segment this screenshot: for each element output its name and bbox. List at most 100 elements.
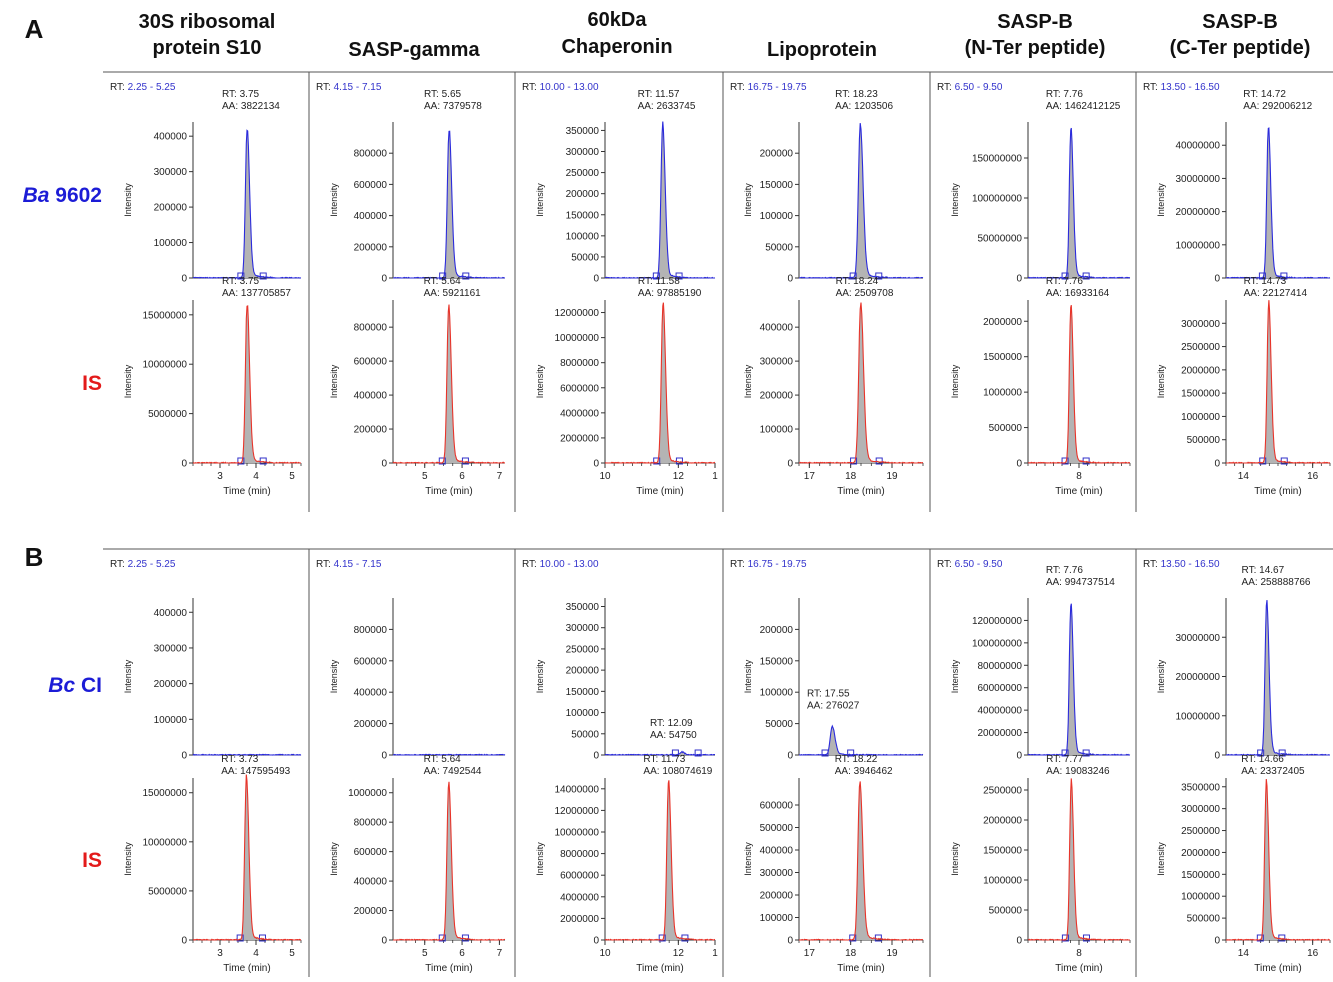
chromatogram-B-6-analyte: RT: 13.50 - 16.50 0 10000000 20000000 300000… [1143,559,1330,762]
y-axis-label: Intensity [1156,183,1166,217]
chromatogram-A-2-analyte: RT: 4.15 - 7.15 0 200000 400000 600000 800000… [316,82,505,285]
y-tick-label: 0 [787,936,793,947]
y-tick-label: 10000000 [143,360,188,371]
x-tick-label: 17 [804,471,816,482]
y-axis-label: Intensity [535,364,545,398]
y-tick-label: 10000000 [1176,240,1221,251]
peak-area [240,130,264,278]
peak-area [1262,128,1284,278]
trace-line [798,724,924,756]
x-tick-label: 18 [845,948,857,959]
peak-end-marker [1082,934,1090,942]
peak-aa-label: AA: 22127414 [1244,288,1308,299]
y-axis-label: Intensity [950,659,960,693]
y-axis-label: Intensity [1156,842,1166,876]
y-tick-label: 500000 [989,423,1023,434]
y-tick-label: 4000000 [560,408,599,419]
y-tick-label: 2500000 [983,786,1022,797]
y-axis-label: Intensity [123,183,133,217]
y-tick-label: 80000000 [978,661,1023,672]
y-axis-label: Intensity [1156,659,1166,693]
y-tick-label: 0 [181,459,187,470]
trace-line [1226,127,1331,279]
peak-aa-label: AA: 3946462 [835,766,893,777]
y-tick-label: 0 [1016,459,1022,470]
y-tick-label: 250000 [566,168,600,179]
peak-area [853,123,879,278]
rt-range-value: 10.00 - 13.00 [540,559,599,570]
peak-rt-label: RT: 17.55 [807,689,850,700]
peak-start-marker [1061,457,1069,465]
column-title-1-line-1: 30S ribosomal [139,11,276,33]
x-tick-label: 8 [1076,948,1082,959]
column-title-4-line-1: Lipoprotein [767,39,877,61]
peak-area [1065,778,1086,940]
peak-rt-label: RT: 5.64 [424,276,461,287]
peak-area [825,726,851,755]
y-tick-label: 200000 [354,719,388,730]
y-tick-label: 0 [381,936,387,947]
rt-range-value: 16.75 - 19.75 [748,82,807,93]
peak-start-marker [237,457,245,465]
y-axis-label: Intensity [329,659,339,693]
y-tick-label: 0 [787,274,793,285]
peak-end-marker [675,272,683,280]
peak-aa-label: AA: 994737514 [1046,577,1115,588]
peak-rt-label: RT: 5.65 [424,89,461,100]
peak-aa-label: AA: 2509708 [836,288,894,299]
y-tick-label: 15000000 [143,310,188,321]
rt-range-value: 16.75 - 19.75 [748,559,807,570]
y-tick-label: 120000000 [972,616,1022,627]
x-tick-label: 6 [459,948,465,959]
y-tick-label: 15000000 [143,788,188,799]
chromatogram-B-3-is: 0200000040000006000000800000010000000120… [535,754,718,974]
y-tick-label: 500000 [760,823,794,834]
peak-aa-label: AA: 2633745 [638,101,696,112]
y-tick-label: 8000000 [560,849,599,860]
column-title-3-line-2: Chaperonin [561,36,672,58]
y-tick-label: 0 [381,274,387,285]
y-tick-label: 400000 [354,877,388,888]
y-tick-label: 50000 [765,719,793,730]
peak-start-marker [658,934,666,942]
y-tick-label: 0 [381,459,387,470]
x-tick-label: 3 [217,471,223,482]
y-tick-label: 150000 [760,656,794,667]
rt-range-label: RT: 16.75 - 19.75 [730,559,807,570]
row-label-analyte-A: Ba 9602 [23,184,102,207]
peak-rt-label: RT: 7.76 [1046,565,1083,576]
rt-prefix: RT: [110,82,128,93]
x-axis-label: Time (min) [223,486,270,497]
y-tick-label: 0 [787,751,793,762]
y-tick-label: 2000000 [983,317,1022,328]
y-tick-label: 0 [593,936,599,947]
rt-range-label: RT: 4.15 - 7.15 [316,82,382,93]
x-tick-label: 17 [804,948,816,959]
row-label-is-A: IS [82,372,102,395]
peak-end-marker [694,749,702,757]
peak-end-marker [847,749,855,757]
trace-line [799,123,924,279]
peak-rt-label: RT: 3.73 [221,754,258,765]
peak-rt-label: RT: 14.67 [1242,565,1285,576]
chromatogram-A-1-is: 0 5000000 10000000 15000000 Intensity 3 4 5 Time… [123,276,302,497]
y-tick-label: 5000000 [148,886,187,897]
x-tick-label: 19 [886,948,898,959]
y-tick-label: 300000 [154,167,188,178]
peak-aa-label: AA: 108074619 [643,766,712,777]
y-tick-label: 4000000 [560,892,599,903]
rt-prefix: RT: [522,82,540,93]
x-tick-label: 10 [599,948,611,959]
column-title-1-line-2: protein S10 [153,37,262,59]
peak-rt-label: RT: 14.73 [1244,276,1287,287]
y-tick-label: 0 [1214,751,1220,762]
y-tick-label: 100000 [760,688,794,699]
x-tick-label: 5 [422,948,428,959]
y-axis-label: Intensity [123,364,133,398]
y-tick-label: 100000 [760,425,794,436]
peak-rt-label: RT: 7.76 [1046,276,1083,287]
y-tick-label: 20000000 [978,728,1023,739]
y-tick-label: 500000 [1187,914,1221,925]
peak-start-marker [849,272,857,280]
